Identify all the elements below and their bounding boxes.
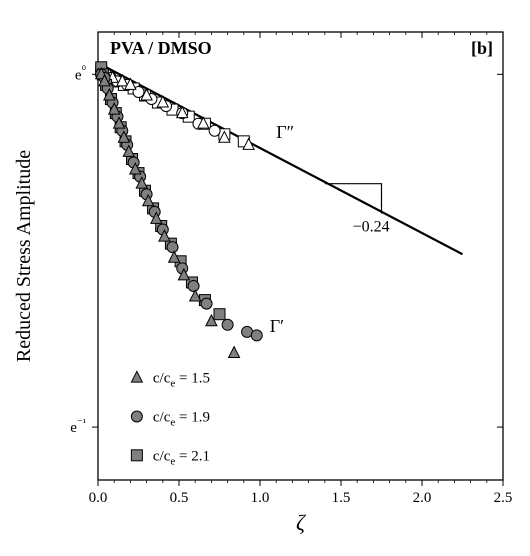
chart-svg: 0.0 0.5 1.0 1.5 2.0 2.5 ζ e⁰ e⁻¹ Reduced Stress A…: [0, 0, 530, 556]
svg-text:2.0: 2.0: [413, 490, 432, 506]
svg-text:PVA / DMSO: PVA / DMSO: [110, 38, 212, 58]
svg-text:e⁰: e⁰: [75, 64, 87, 83]
svg-text:c/ce = 1.5: c/ce = 1.5: [153, 371, 210, 390]
svg-text:c/ce = 2.1: c/ce = 2.1: [153, 448, 210, 467]
svg-text:2.5: 2.5: [494, 490, 513, 506]
svg-text:1.5: 1.5: [332, 490, 351, 506]
svg-text:ζ: ζ: [296, 510, 307, 535]
svg-text:[b]: [b]: [471, 38, 493, 58]
svg-text:0.5: 0.5: [170, 490, 189, 506]
svg-text:Γ′: Γ′: [270, 316, 284, 336]
svg-text:e⁻¹: e⁻¹: [70, 417, 86, 436]
svg-text:c/ce = 1.9: c/ce = 1.9: [153, 410, 210, 429]
svg-text:1.0: 1.0: [251, 490, 270, 506]
svg-text:Reduced Stress Amplitude: Reduced Stress Amplitude: [13, 150, 35, 362]
svg-text:0.0: 0.0: [89, 490, 108, 506]
svg-text:Γ″: Γ″: [276, 122, 294, 142]
chart-panel: 0.0 0.5 1.0 1.5 2.0 2.5 ζ e⁰ e⁻¹ Reduced Stress A…: [0, 0, 530, 556]
svg-text:−0.24: −0.24: [353, 219, 390, 236]
